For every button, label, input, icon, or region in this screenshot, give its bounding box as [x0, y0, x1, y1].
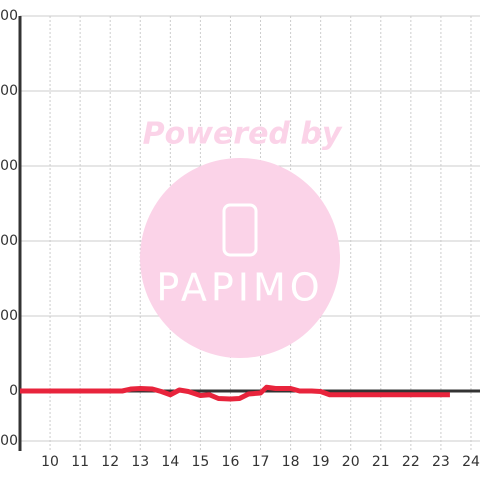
- x-tick-label: 17: [252, 454, 270, 470]
- y-tick-label: 0: [9, 383, 18, 399]
- watermark-circle: [140, 158, 340, 358]
- x-tick-label: 16: [222, 454, 240, 470]
- y-tick-label: 150,000: [0, 8, 18, 24]
- line: [20, 384, 450, 402]
- x-tick-label: 24: [462, 454, 480, 470]
- x-tick-label: 23: [432, 454, 450, 470]
- x-tick-label: 22: [402, 454, 420, 470]
- watermark-logo: PAPIMO: [156, 266, 323, 310]
- y-tick-label: 60,000: [0, 233, 18, 249]
- x-tick-label: 20: [342, 454, 360, 470]
- x-tick-label: 18: [282, 454, 300, 470]
- x-tick-label: 10: [41, 454, 59, 470]
- x-tick-label: 21: [372, 454, 390, 470]
- y-tick-label: 30,000: [0, 308, 18, 324]
- watermark-text: Powered by: [143, 117, 343, 152]
- x-tick-label: 12: [101, 454, 119, 470]
- y-tick-label: 120,000: [0, 83, 18, 99]
- x-tick-label: 15: [191, 454, 209, 470]
- x-tick-label: 11: [71, 454, 89, 470]
- x-tick-label: 19: [312, 454, 330, 470]
- y-tick-label: 90,000: [0, 158, 18, 174]
- y-tick-label: -20,000: [0, 433, 18, 449]
- watermark-phone: [222, 203, 258, 257]
- x-tick-label: 14: [161, 454, 179, 470]
- x-tick-label: 13: [131, 454, 149, 470]
